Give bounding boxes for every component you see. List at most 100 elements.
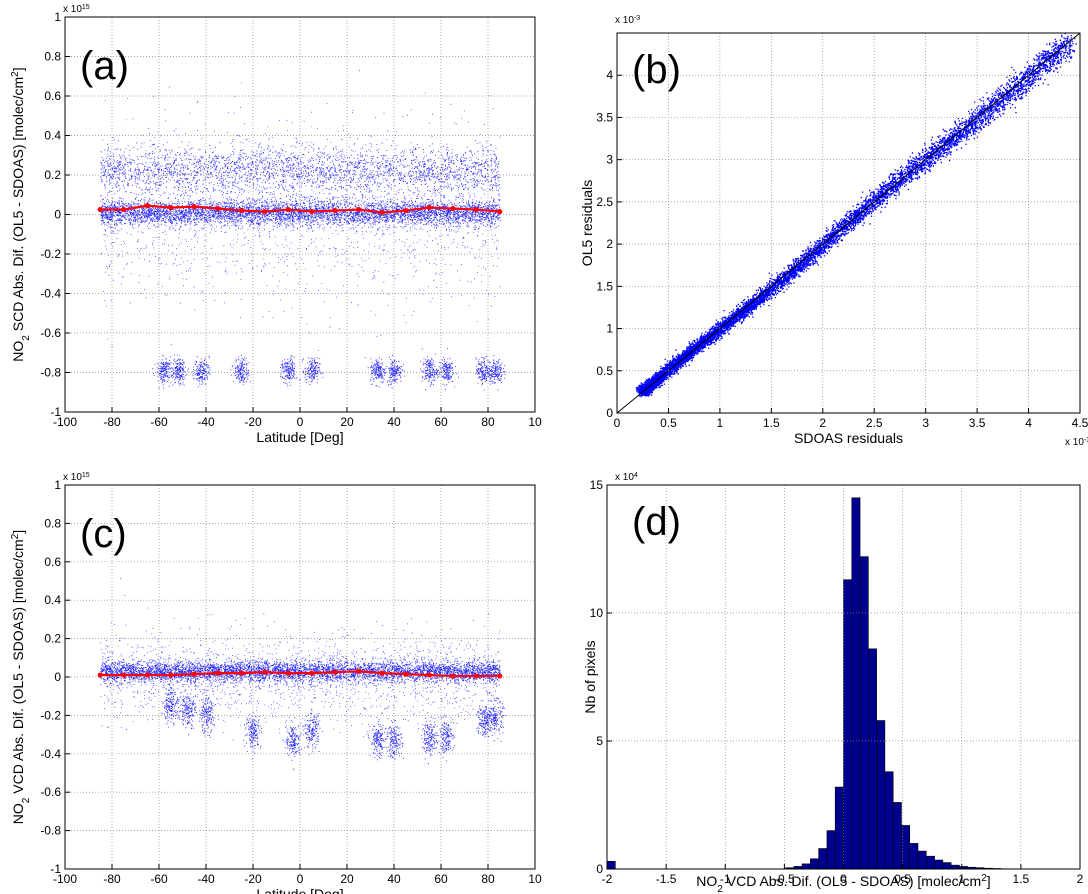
histogram-bar — [834, 786, 844, 869]
x-tick-label: -60 — [150, 872, 168, 886]
multiplier-base: x 10 — [63, 472, 82, 483]
histogram-bar — [925, 855, 935, 869]
x-tick-label: 0.5 — [894, 872, 911, 886]
y-multiplier: x 1015 — [63, 4, 90, 16]
label-part: 2 — [10, 71, 21, 77]
label-part: 2 — [10, 533, 21, 539]
histogram-bar — [901, 825, 911, 869]
y-tick-label: 1 — [54, 10, 61, 24]
y-tick-label: -1 — [50, 405, 61, 419]
panel-c: -100 -80 -60 -40 -20 0 20 40 60 80 10-1-0.8-0.6-0.… — [10, 472, 542, 894]
mean-point — [97, 672, 103, 678]
y-tick-label: 1 — [54, 478, 61, 492]
label-part: ] — [10, 67, 26, 71]
mean-point — [403, 207, 409, 214]
mean-point — [168, 672, 174, 678]
x-tick-label: -2 — [602, 872, 613, 886]
histogram-bar — [934, 859, 944, 869]
x-tick-label: -40 — [197, 415, 215, 429]
scatter-points — [100, 70, 506, 391]
y-tick-label: 3 — [606, 153, 613, 167]
y-multiplier: x 104 — [615, 472, 638, 484]
mean-point — [450, 673, 456, 679]
histogram-bar — [884, 771, 894, 869]
multiplier-exponent: 4 — [634, 472, 638, 479]
y-tick-label: 0.6 — [44, 555, 61, 569]
panel-label: (c) — [80, 512, 127, 556]
histogram-bar — [868, 648, 877, 869]
y-tick-label: 0.8 — [44, 516, 61, 530]
x-tick-label: 3 — [922, 416, 929, 430]
x-tick-label: 20 — [340, 872, 354, 886]
label-part: 2 — [21, 335, 32, 341]
mean-point — [144, 203, 150, 209]
histogram-bar — [859, 556, 869, 869]
x-tick-label: 0 — [840, 872, 847, 886]
histogram-bar — [801, 863, 811, 869]
mean-point — [121, 672, 127, 678]
y-tick-label: 0 — [606, 406, 613, 420]
y-tick-label: 0 — [596, 862, 603, 876]
y-tick-label: 0.8 — [44, 50, 61, 64]
y-tick-label: 4 — [606, 68, 613, 82]
label-part: VCD Abs. Dif. (OL5 - SDOAS) [molec/cm — [723, 873, 981, 889]
x-axis-label: Latitude [Deg] — [256, 886, 343, 894]
y-tick-label: 0.4 — [44, 593, 61, 607]
axes-frame — [64, 16, 536, 413]
mean-point — [450, 205, 456, 212]
x-tick-label: -80 — [103, 415, 121, 429]
mean-point — [473, 206, 479, 213]
grid — [65, 485, 535, 869]
scatter-points — [635, 33, 1077, 398]
label-part: SCD Abs. Dif. (OL5 - SDOAS) [molec/cm — [10, 77, 26, 335]
histogram-bar — [909, 843, 919, 869]
y-tick-label: 5 — [596, 734, 603, 748]
y-tick-label: -0.8 — [40, 366, 61, 380]
mean-point — [356, 668, 362, 674]
y-tick-label: 0.2 — [44, 632, 61, 646]
x-tick-label: 1 — [958, 872, 965, 886]
mean-point — [238, 207, 244, 214]
identity-line — [617, 33, 1080, 413]
y-tick-label: 2 — [606, 237, 613, 251]
y-tick-label: -0.6 — [40, 326, 61, 340]
x-tick-label: 0 — [297, 415, 304, 429]
mean-point — [215, 670, 221, 676]
x-tick-label: 80 — [481, 415, 495, 429]
y-tick-label: 10 — [590, 606, 604, 620]
mean-point — [285, 206, 291, 213]
mean-point — [262, 669, 268, 675]
panel-a: -100 -80 -60 -40 -20 0 20 40 60 80 10-1-0.8-0.6-0.… — [10, 4, 542, 446]
multiplier-base: x 10 — [615, 472, 634, 483]
plot-data — [617, 33, 1080, 413]
y-tick-label: -0.6 — [40, 785, 61, 799]
mean-point — [309, 208, 315, 215]
label-part: VCD Abs. Dif. (OL5 - SDOAS) [molec/cm — [10, 539, 26, 797]
mean-point — [215, 205, 221, 212]
histogram-bar — [818, 848, 828, 869]
x-tick-label: 2 — [1077, 872, 1084, 886]
y-tick-label: 0.5 — [596, 364, 613, 378]
histogram-bar — [942, 862, 952, 869]
histogram-bar — [843, 579, 853, 869]
multiplier-base: x 10 — [1065, 437, 1084, 448]
histogram-bar — [892, 802, 902, 869]
y-multiplier: x 1015 — [63, 472, 90, 484]
x-axis-label: SDOAS residuals — [794, 430, 903, 446]
y-tick-label: 2.5 — [596, 195, 613, 209]
axes-frame — [606, 484, 1081, 870]
y-tick-label: 0 — [54, 670, 61, 684]
y-axis-label: Nb of pixels — [582, 640, 598, 713]
y-multiplier: x 10-3 — [615, 15, 640, 27]
histogram-bar — [851, 497, 861, 869]
x-tick-label: 60 — [434, 872, 448, 886]
mean-point — [121, 206, 127, 213]
grid — [65, 17, 535, 412]
label-part: NO — [10, 341, 26, 362]
mean-point — [379, 209, 385, 216]
y-tick-label: 1.5 — [596, 279, 613, 293]
panel-b: 0 0.5 1 1.5 2 2.5 3 3.5 4 4.5 0 0.5 1 1.5 2 2.5 3 3.5 4 (b)… — [579, 15, 1088, 449]
x-tick-label: 0 — [297, 872, 304, 886]
multiplier-exponent: 15 — [82, 472, 90, 479]
